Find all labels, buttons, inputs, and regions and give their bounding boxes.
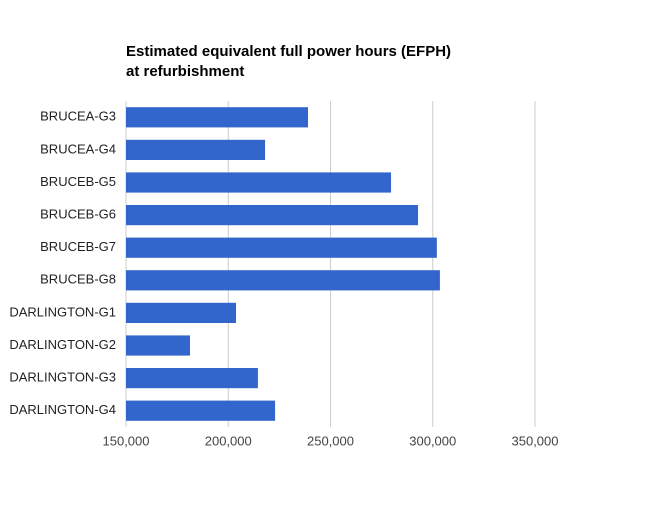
chart-title: Estimated equivalent full power hours (E… — [126, 43, 452, 80]
y-tick-label: BRUCEA-G3 — [40, 109, 116, 124]
bar — [126, 237, 437, 258]
bar — [126, 335, 191, 356]
y-tick-label: DARLINGTON-G1 — [9, 304, 116, 319]
bar — [126, 367, 258, 389]
bar — [126, 204, 419, 226]
bar — [126, 400, 276, 421]
bar — [126, 302, 237, 324]
y-tick-label: DARLINGTON-G3 — [9, 370, 116, 385]
y-tick-label: BRUCEB-G6 — [40, 207, 116, 222]
x-tick-label: 150,000 — [103, 433, 150, 448]
y-tick-label: DARLINGTON-G2 — [9, 337, 116, 352]
x-tick-label: 300,000 — [409, 433, 456, 448]
bar — [126, 270, 440, 291]
x-tick-label: 250,000 — [307, 433, 354, 448]
bar — [126, 139, 266, 161]
y-tick-label: DARLINGTON-G4 — [9, 402, 116, 417]
bar — [126, 107, 309, 128]
y-tick-label: BRUCEB-G8 — [40, 272, 116, 287]
y-tick-label: BRUCEB-G5 — [40, 174, 116, 189]
bar — [126, 172, 392, 193]
y-tick-label: BRUCEA-G4 — [40, 141, 116, 156]
x-tick-label: 200,000 — [205, 433, 252, 448]
y-tick-label: BRUCEB-G7 — [40, 239, 116, 254]
x-tick-label: 350,000 — [512, 433, 559, 448]
